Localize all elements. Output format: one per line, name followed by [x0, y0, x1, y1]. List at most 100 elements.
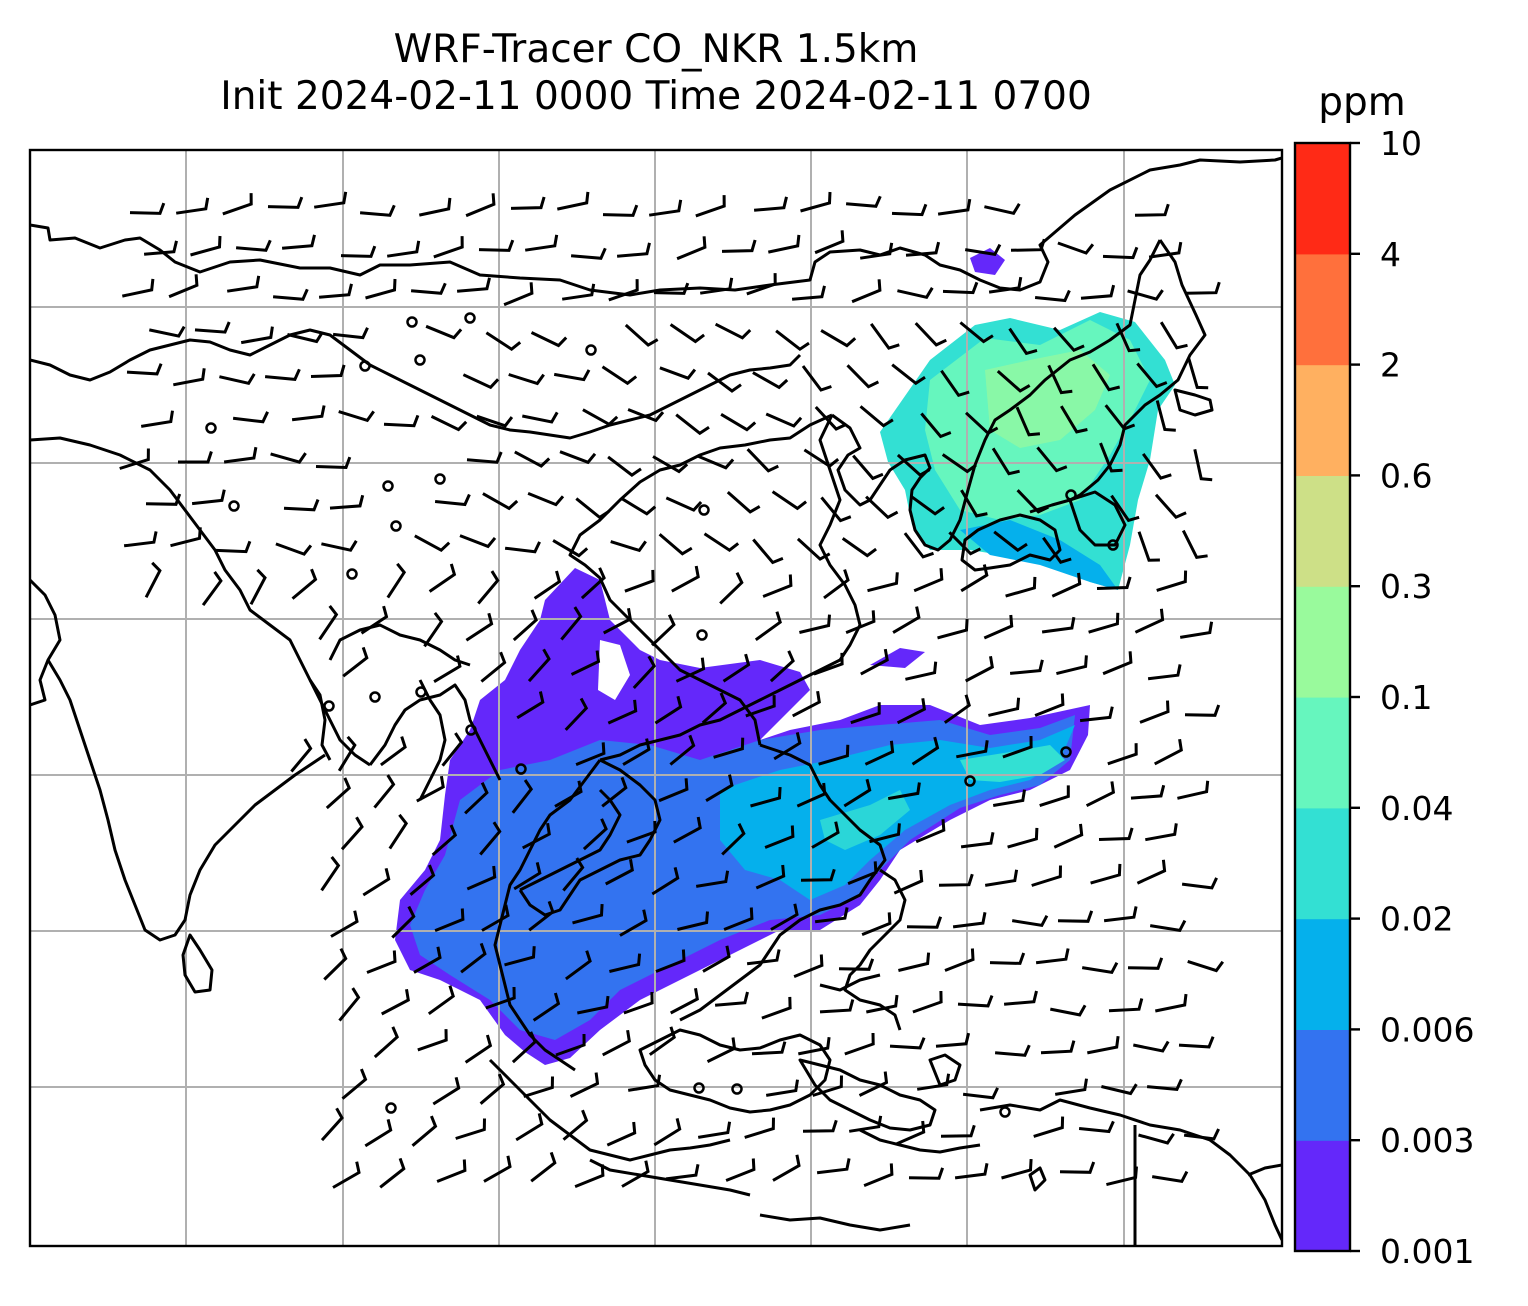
wind-barb-214	[512, 609, 539, 642]
wind-barb-163	[910, 494, 945, 516]
wind-barb-19	[984, 203, 1021, 216]
wind-barb-186	[1042, 536, 1072, 564]
wind-barb-395	[798, 1037, 831, 1056]
colorbar-tick-label: 0.04	[1380, 789, 1453, 828]
wind-barb-102	[996, 369, 1031, 393]
wind-barb-324	[893, 869, 924, 895]
wind-barb-317	[562, 857, 585, 892]
wind-barb-440	[530, 1151, 557, 1183]
wind-barb-273	[1002, 735, 1033, 759]
wind-barb-39	[1010, 238, 1046, 252]
wind-barb-277	[373, 774, 396, 809]
wind-barb-11	[602, 204, 639, 217]
wind-barb-377	[761, 996, 792, 1020]
wind-barb-216	[603, 607, 632, 635]
wind-barb-333	[434, 908, 465, 932]
wind-barb-243	[1102, 651, 1133, 676]
wind-barb-94	[601, 365, 638, 386]
wind-barb-299	[582, 818, 608, 851]
wind-barb-87	[173, 368, 206, 387]
wind-barb-245	[516, 691, 545, 720]
wind-barb-441	[574, 1164, 605, 1188]
wind-barb-403	[1178, 1036, 1215, 1049]
wind-barb-230	[480, 651, 507, 683]
wind-barb-331	[330, 910, 359, 938]
wind-barb-20	[1134, 203, 1170, 217]
wind-barb-160	[771, 490, 808, 511]
wind-barb-34	[767, 234, 801, 254]
wind-barb-217	[651, 614, 676, 647]
wind-barb-414	[962, 1087, 999, 1100]
wind-barb-343	[906, 916, 943, 929]
wind-barb-391	[602, 1029, 631, 1057]
wind-barb-406	[479, 1073, 506, 1105]
wind-barb-393	[706, 1037, 737, 1063]
calm-wind-marker-19	[465, 724, 477, 736]
wind-barb-22	[190, 235, 222, 257]
colorbar-swatch-0.02	[1295, 807, 1350, 920]
wind-barb-71	[425, 324, 463, 340]
wind-barb-327	[1031, 865, 1062, 887]
wind-barb-399	[994, 1044, 1031, 1057]
wind-barb-450	[1001, 1159, 1033, 1180]
wind-barb-296	[431, 824, 458, 857]
wind-barb-137	[652, 455, 689, 474]
wind-barb-300	[626, 820, 657, 844]
wind-barb-259	[1184, 704, 1221, 717]
wind-barb-373	[577, 995, 610, 1015]
wind-barb-346	[1057, 910, 1094, 923]
wind-barb-321	[755, 864, 786, 890]
wind-barb-425	[653, 1118, 682, 1147]
wind-barb-413	[916, 1073, 951, 1091]
wind-barb-124	[1015, 406, 1041, 437]
wind-barb-203	[867, 572, 899, 593]
title-line-1: WRF-Tracer CO_NKR 1.5km	[393, 27, 919, 72]
wind-barb-119	[765, 412, 803, 428]
colorbar-swatch-0.1	[1295, 586, 1350, 698]
wind-barb-405	[432, 1076, 461, 1106]
wind-barb-261	[337, 735, 357, 772]
wind-barb-351	[413, 946, 442, 974]
wind-barb-170	[215, 540, 252, 554]
wind-barb-326	[984, 869, 1019, 887]
wind-barb-264	[575, 742, 606, 766]
wind-barb-256	[1034, 693, 1065, 717]
wind-barb-79	[869, 323, 900, 350]
calm-wind-marker-11	[346, 568, 358, 580]
wind-barb-25	[340, 245, 377, 258]
wind-barb-412	[858, 1071, 889, 1097]
wind-barb-134	[514, 450, 551, 468]
wind-barb-246	[564, 697, 589, 731]
wind-barb-140	[803, 448, 840, 468]
wind-barb-82	[1008, 327, 1038, 356]
wind-barb-60	[942, 281, 979, 295]
wind-barb-352	[460, 942, 487, 974]
wind-barb-192	[291, 568, 318, 600]
wind-barb-367	[1187, 959, 1225, 973]
wind-barb-18	[937, 198, 972, 216]
wind-barb-108	[232, 411, 269, 424]
wind-barb-280	[511, 779, 534, 814]
wind-barb-388	[464, 1034, 493, 1064]
colorbar-swatch-0.3	[1295, 475, 1350, 587]
colorbar-tick-label: 0.006	[1380, 1010, 1474, 1049]
map-frame	[28, 148, 1284, 1248]
wind-barb-401	[1087, 1036, 1120, 1055]
wind-barb-138	[697, 454, 735, 470]
wind-barb-348	[1149, 919, 1187, 933]
wind-barb-219	[799, 614, 831, 634]
wind-barb-166	[1110, 494, 1140, 523]
wind-barb-95	[659, 366, 697, 380]
wind-barb-339	[723, 907, 754, 931]
wind-barb-340	[770, 903, 799, 931]
wind-barb-382	[1003, 990, 1038, 1006]
wind-barb-168	[123, 531, 158, 548]
wind-barb-427	[744, 1117, 775, 1139]
calm-wind-marker-24	[693, 1082, 705, 1094]
wind-barb-50	[456, 277, 491, 293]
wind-barb-248	[654, 695, 683, 725]
wind-barb-420	[411, 1115, 438, 1147]
wind-barb-158	[665, 496, 703, 512]
wind-barb-283	[658, 778, 689, 803]
wind-barb-109	[291, 405, 326, 422]
